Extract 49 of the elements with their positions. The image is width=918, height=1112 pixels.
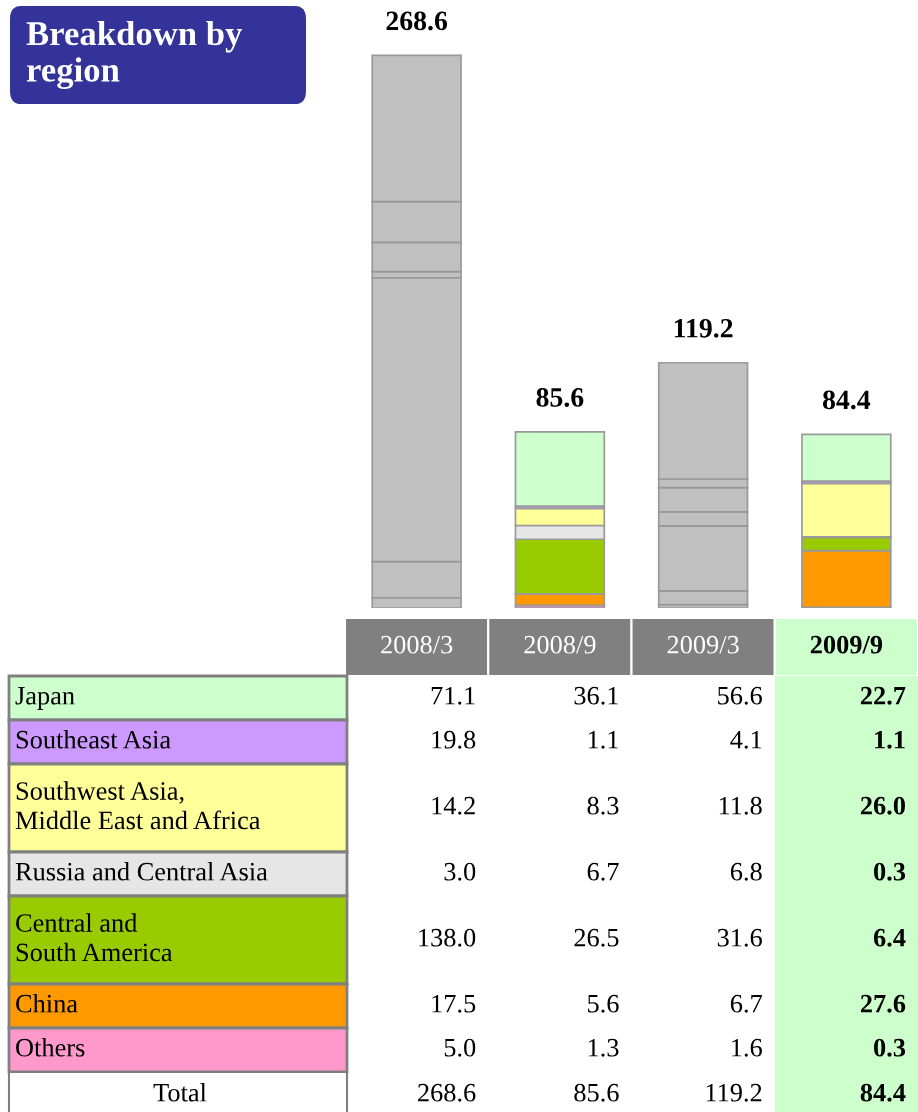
text: 85.6 (574, 1083, 619, 1102)
data-label: 6.7 (730, 994, 762, 1013)
data-label: 8.3 (587, 796, 619, 815)
data-label: 17.5 (432, 994, 476, 1013)
x-tick-label: 2008/9 (524, 635, 596, 654)
data-label: 19.8 (432, 730, 476, 749)
x-tick-label: 2009/9 (810, 635, 883, 654)
data-label: 5.0 (444, 1038, 476, 1057)
text: China (16, 994, 78, 1013)
text: Southeast Asia (16, 730, 171, 749)
data-label: 1.6 (732, 1038, 762, 1057)
data-label: 26.0 (860, 796, 905, 815)
data-label: 27.6 (860, 994, 906, 1013)
data-label: 0.3 (874, 1038, 906, 1057)
data-label: 22.7 (860, 686, 906, 705)
data-label: 6.8 (730, 862, 762, 881)
data-label: 0.3 (874, 862, 906, 881)
data-label: 31.6 (717, 928, 762, 947)
data-label: 1.1 (588, 730, 618, 749)
total-label: 268.6 (386, 11, 448, 31)
data-label: 5.6 (588, 994, 619, 1013)
text: Others (16, 1038, 85, 1057)
text: Southwest Asia, Middle East and Africa (15, 781, 261, 830)
data-label: 26.5 (574, 928, 619, 947)
data-label: 1.1 (875, 730, 905, 749)
data-label: 71.1 (431, 686, 475, 705)
data-label: 4.1 (730, 730, 762, 749)
x-tick-label: 2009/3 (667, 635, 739, 654)
text: 84.4 (860, 1083, 906, 1102)
data-label: 6.4 (873, 928, 906, 947)
x-tick-label: 2008/3 (381, 635, 453, 654)
total-label: 85.6 (536, 388, 584, 407)
data-label: 6.7 (587, 862, 619, 881)
data-label: 138.0 (419, 928, 476, 947)
data-label: 14.2 (432, 796, 475, 815)
text: 119.2 (706, 1083, 762, 1102)
text: Total (153, 1083, 207, 1102)
data-label: 3.0 (444, 862, 476, 881)
text: Japan (15, 687, 75, 710)
text: Central and South America (16, 913, 173, 962)
text: 268.6 (418, 1083, 476, 1102)
data-label: 36.1 (574, 686, 618, 705)
data-label: 56.6 (718, 686, 762, 705)
total-label: 84.4 (822, 390, 871, 410)
total-label: 119.2 (674, 318, 733, 338)
chart-title: Breakdown by region (26, 20, 243, 90)
text: Russia and Central Asia (15, 862, 268, 881)
data-label: 1.3 (588, 1038, 619, 1057)
data-label: 11.8 (719, 796, 762, 815)
